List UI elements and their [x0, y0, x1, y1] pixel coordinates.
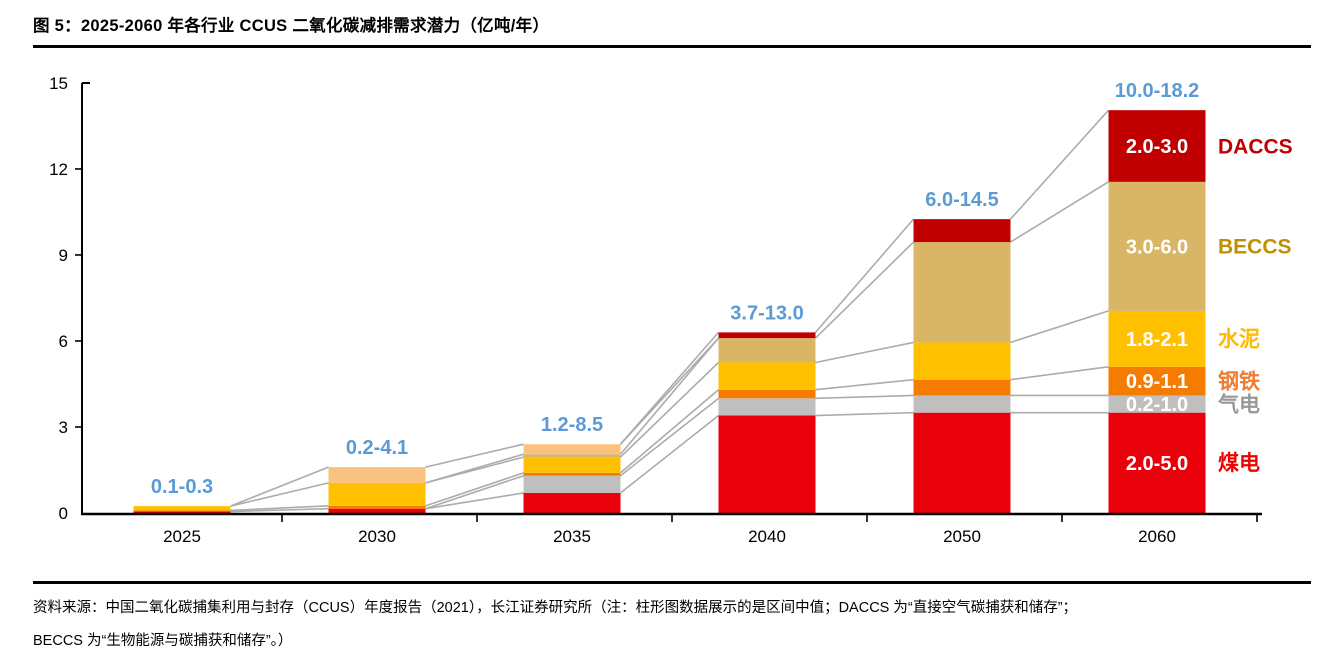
- segment-range-label: 0.2-1.0: [1126, 394, 1188, 416]
- bar-segment: [1108, 366, 1206, 396]
- bar-segment: [1108, 412, 1206, 513]
- connector-line: [1010, 365, 1109, 381]
- segment-range-label: 3.0-6.0: [1126, 236, 1188, 258]
- y-tick-label: 3: [59, 418, 68, 437]
- x-tick-label: 2050: [943, 527, 981, 546]
- connector-line: [425, 453, 524, 484]
- segment-range-label: 1.8-2.1: [1126, 329, 1188, 351]
- bar-total-range-label: 0.1-0.3: [151, 476, 213, 498]
- source-note: 资料来源：中国二氧化碳捕集利用与封存（CCUS）年度报告（2021），长江证券研…: [33, 581, 1311, 658]
- connector-line: [425, 443, 524, 468]
- connector-line: [815, 411, 914, 417]
- x-tick-label: 2035: [553, 527, 591, 546]
- bar-segment: [523, 492, 621, 513]
- source-note-line1: 资料来源：中国二氧化碳捕集利用与封存（CCUS）年度报告（2021），长江证券研…: [33, 600, 1078, 616]
- connector-line: [619, 361, 720, 458]
- bar-segment: [523, 475, 621, 493]
- connector-line: [814, 241, 915, 339]
- legend-label: BECCS: [1218, 236, 1292, 259]
- bar-segment: [1108, 395, 1206, 413]
- y-tick-label: 6: [59, 332, 68, 351]
- bar-segment: [523, 472, 621, 476]
- bar-segment: [133, 506, 231, 511]
- y-tick-label: 0: [59, 504, 68, 523]
- x-tick-label: 2040: [748, 527, 786, 546]
- x-tick-label: 2060: [1138, 527, 1176, 546]
- bar-segment: [523, 454, 621, 458]
- figure-title: 图 5：2025-2060 年各行业 CCUS 二氧化碳减排需求潜力（亿吨/年）: [33, 12, 1311, 48]
- bar-segment: [523, 444, 621, 455]
- bar-segment: [1108, 110, 1206, 182]
- legend-label: 水泥: [1218, 328, 1260, 351]
- segment-range-label: 2.0-5.0: [1126, 453, 1188, 475]
- segment-range-label: 2.0-3.0: [1126, 136, 1188, 158]
- connector-line: [230, 505, 329, 512]
- connector-line: [814, 218, 915, 333]
- connector-line: [425, 474, 524, 510]
- connector-line: [425, 472, 524, 507]
- connector-line: [619, 337, 720, 455]
- legend-label: 煤电: [1218, 451, 1260, 475]
- connector-line: [619, 389, 720, 474]
- bar-total-range-label: 3.7-13.0: [730, 302, 803, 324]
- bar-segment: [718, 338, 816, 363]
- y-tick-label: 9: [59, 246, 68, 265]
- connector-line: [425, 492, 524, 510]
- bar-segment: [913, 379, 1011, 396]
- x-tick-label: 2030: [358, 527, 396, 546]
- bar-segment: [328, 505, 426, 509]
- connector-line: [1010, 181, 1109, 243]
- bar-segment: [718, 389, 816, 399]
- bar-total-range-label: 0.2-4.1: [346, 437, 408, 459]
- segment-range-label: 0.9-1.1: [1126, 371, 1188, 393]
- connector-line: [815, 341, 914, 364]
- bar-segment: [133, 510, 231, 512]
- y-tick-label: 15: [49, 74, 68, 93]
- bar-segment: [1108, 310, 1206, 367]
- bar-segment: [718, 332, 816, 339]
- bar-segment: [523, 457, 621, 473]
- bar-total-range-label: 6.0-14.5: [925, 189, 998, 211]
- bar-segment: [718, 362, 816, 390]
- connector-line: [620, 414, 719, 494]
- bar-segment: [328, 482, 426, 506]
- bar-segment: [913, 412, 1011, 513]
- connector-line: [230, 466, 329, 507]
- bar-segment: [328, 508, 426, 513]
- y-tick-label: 12: [49, 160, 68, 179]
- x-tick-label: 2025: [163, 527, 201, 546]
- connector-line: [620, 397, 719, 477]
- connector-line: [230, 507, 329, 513]
- bar-segment: [913, 219, 1011, 243]
- bar-segment: [718, 398, 816, 416]
- legend-label: DACCS: [1218, 135, 1293, 158]
- legend-label: 钢铁: [1218, 369, 1260, 393]
- bar-segment: [328, 467, 426, 483]
- bar-segment: [718, 415, 816, 513]
- bar-segment: [133, 511, 231, 513]
- bar-segment: [913, 342, 1011, 380]
- connector-line: [815, 378, 914, 391]
- bar-total-range-label: 1.2-8.5: [541, 414, 603, 436]
- bar-total-range-label: 10.0-18.2: [1115, 80, 1200, 102]
- bar-segment: [913, 395, 1011, 413]
- connector-line: [230, 482, 329, 507]
- connector-line: [619, 331, 720, 445]
- legend-label: 气电: [1217, 392, 1260, 416]
- connector-line: [815, 394, 914, 400]
- bar-segment: [1108, 181, 1206, 311]
- source-note-line2: BECCS 为“生物能源与碳捕获和储存”。）: [33, 633, 293, 649]
- bar-segment: [913, 242, 1011, 343]
- connector-line: [1010, 310, 1109, 344]
- connector-line: [1009, 109, 1110, 220]
